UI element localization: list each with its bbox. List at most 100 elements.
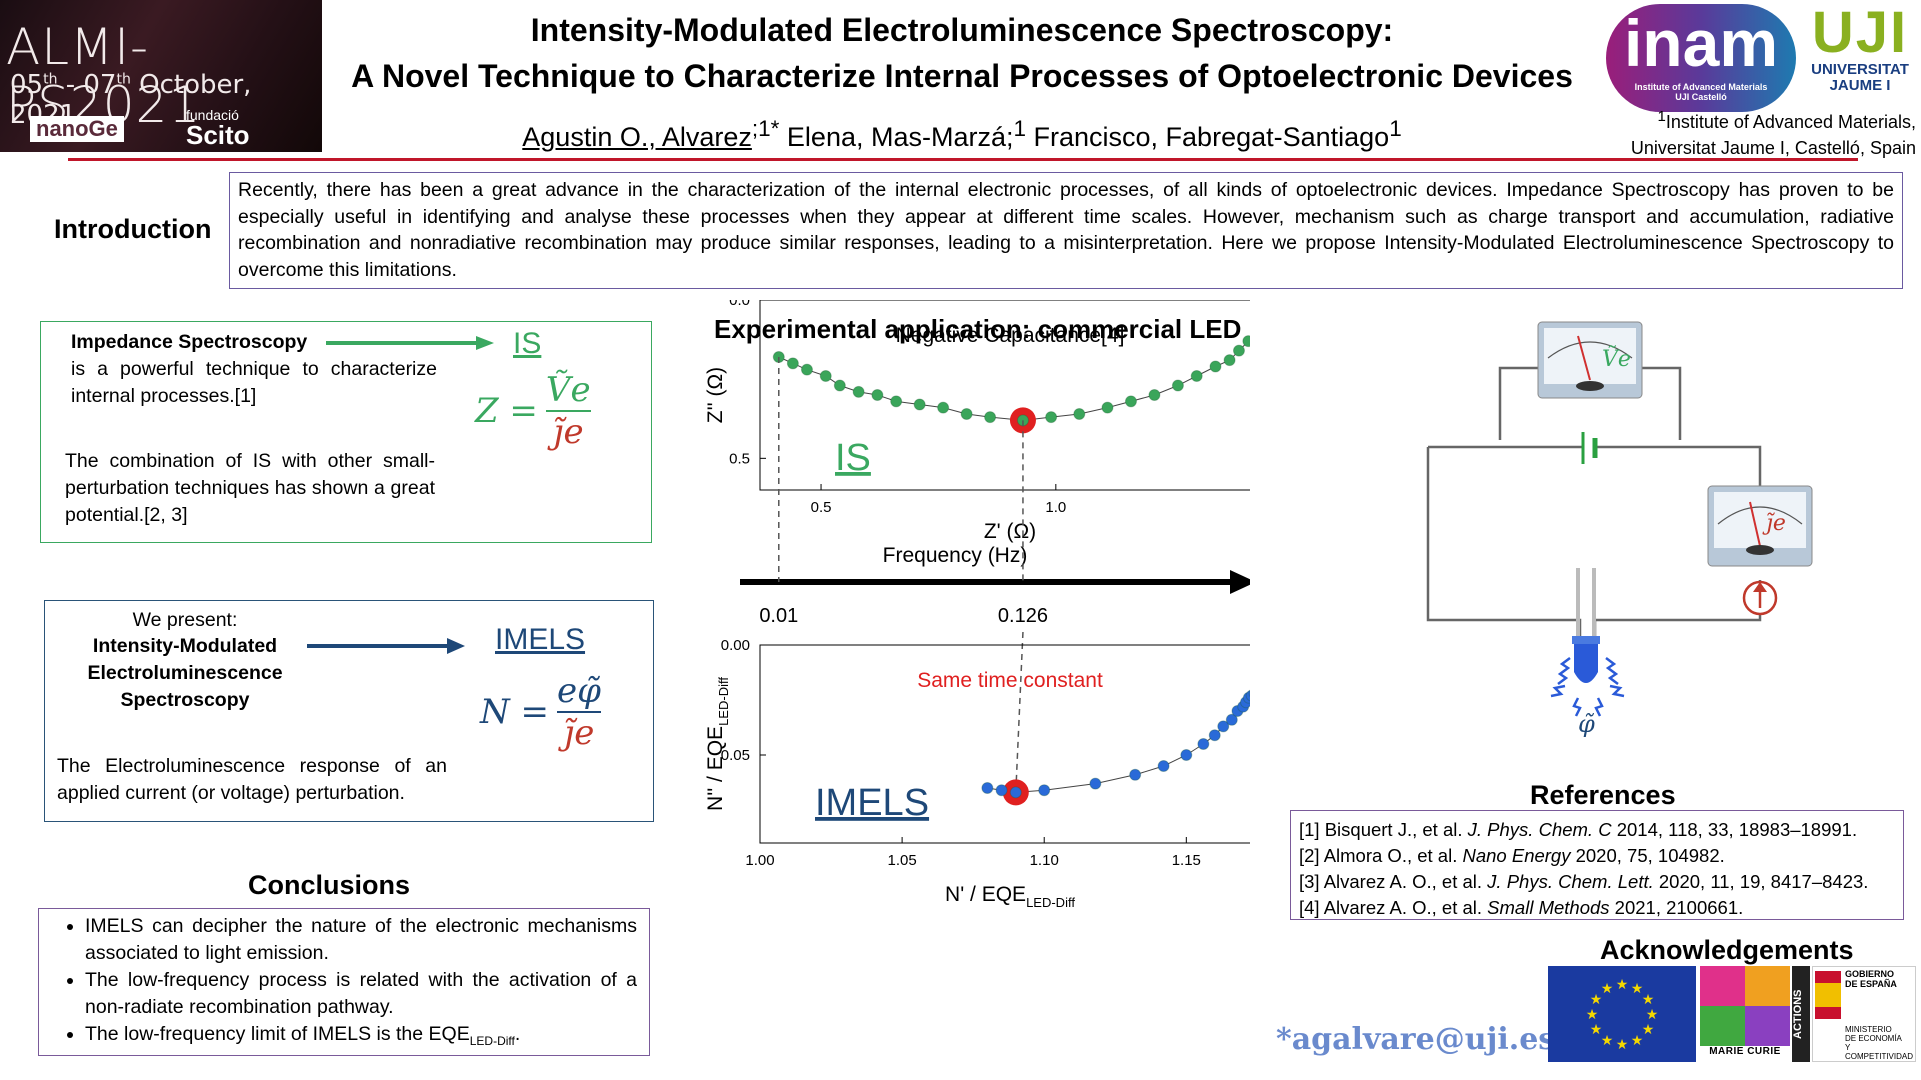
eu-star-icon: ★: [1646, 1006, 1659, 1022]
contact-email[interactable]: *agalvare@uji.es: [1276, 1022, 1556, 1057]
voltmeter-icon: [1537, 321, 1643, 399]
imels-arrow: [307, 638, 465, 654]
inam-logo: inam Institute of Advanced Materials UJI…: [1606, 4, 1796, 112]
is-box: Impedance Spectroscopy is a powerful tec…: [40, 321, 652, 543]
chart-big-label: IS: [835, 437, 871, 479]
introduction-box: Recently, there has been a great advance…: [229, 172, 1903, 289]
imels-heading-2: Electroluminescence: [87, 662, 283, 684]
charts-area: 0.51.01.50.00.5Z' (Ω)Z'' (Ω)Negative Cap…: [704, 300, 1250, 910]
is-description: is a powerful technique to characterize …: [71, 358, 437, 407]
data-point: [1242, 335, 1250, 348]
eu-star-icon: ★: [1586, 1006, 1599, 1022]
data-point: [890, 395, 903, 408]
eu-star-icon: ★: [1631, 1032, 1644, 1048]
data-point: [1209, 360, 1222, 373]
x-tick-label: 1.0: [1045, 499, 1066, 516]
light-emission-icon: [1550, 657, 1625, 717]
led-icon: [1572, 568, 1600, 683]
is-combination-text: The combination of IS with other small-p…: [65, 450, 435, 526]
spanish-ministry-logo: GOBIERNO DE ESPAÑA MINISTERIO DE ECONOMÍA Y…: [1812, 966, 1916, 1062]
x-tick-label: 1.00: [745, 852, 774, 869]
eu-star-icon: ★: [1631, 980, 1644, 996]
data-point: [913, 398, 926, 411]
actions-label: ACTIONS: [1792, 966, 1810, 1062]
data-point: [1073, 408, 1086, 420]
data-point: [984, 411, 997, 424]
data-point: [1045, 411, 1058, 424]
x-tick-label: 1.15: [1172, 852, 1201, 869]
introduction-heading: Introduction: [54, 214, 212, 244]
y-tick-label: 0.05: [721, 747, 750, 764]
data-point: [800, 363, 813, 376]
poster-title-line1: Intensity-Modulated Electroluminescence …: [530, 12, 1394, 48]
data-point: [1157, 760, 1170, 772]
data-point: [1038, 784, 1051, 797]
references-heading: References: [1530, 780, 1676, 810]
ammeter-icon: [1707, 485, 1813, 567]
y-tick-label: 0.00: [721, 637, 750, 654]
poster-title-line2: A Novel Technique to Characterize Intern…: [351, 58, 1573, 94]
conclusion-item: The low-frequency process is related wit…: [85, 967, 637, 1021]
affiliation: 1Institute of Advanced Materials, Univers…: [1630, 108, 1916, 158]
data-point: [1190, 370, 1203, 382]
x-tick-label: 1.05: [888, 852, 917, 869]
eu-star-icon: ★: [1616, 1036, 1629, 1052]
eu-flag-logo: ★★★★★★★★★ ★ ★★: [1548, 966, 1696, 1062]
data-point: [1129, 768, 1142, 781]
scito-logo: fundació Scito: [186, 107, 250, 150]
data-point: [1225, 713, 1238, 726]
frequency-tick-label: 0.01: [759, 605, 798, 627]
eu-star-icon: ★: [1642, 1021, 1655, 1037]
data-point: [1248, 689, 1250, 698]
eu-star-icon: ★: [1601, 980, 1614, 996]
imels-heading-3: Spectroscopy: [120, 689, 250, 711]
authors: Agustin O., Alvarez;1* Elena, Mas-Marzá;…: [522, 116, 1402, 152]
nanoge-logo: nanoGe: [30, 116, 124, 142]
imels-description: The Electroluminescence response of an a…: [57, 755, 447, 804]
is-abbrev: IS: [513, 327, 542, 360]
imels-intro: We present:: [132, 609, 238, 631]
introduction-text: Recently, there has been a great advance…: [238, 179, 1894, 281]
reference-item: [4] Alvarez A. O., et al. Small Methods …: [1299, 897, 1744, 918]
frequency-label: Frequency (Hz): [883, 544, 1028, 567]
eu-star-icon: ★: [1642, 991, 1655, 1007]
eu-star-icon: ★: [1590, 1021, 1603, 1037]
data-point: [819, 370, 832, 382]
data-point: [852, 385, 865, 398]
is-chart: 0.51.01.50.00.5Z' (Ω)Z'' (Ω)Negative Cap…: [704, 300, 1250, 543]
data-point: [1148, 389, 1161, 401]
experiment-heading: Experimental application: commercial LED: [714, 314, 1242, 344]
dashed-guide: [1015, 631, 1024, 793]
y-tick-label: 0.5: [729, 450, 750, 467]
ammeter-label: j̃e: [1762, 511, 1786, 536]
circuit-wire: [1426, 447, 1582, 658]
data-point: [1208, 729, 1221, 742]
conclusion-item: IMELS can decipher the nature of the ele…: [85, 913, 637, 967]
chart-frame: [759, 300, 1250, 491]
circuit-wire: [1597, 445, 1762, 486]
marie-curie-logo: MARIE CURIE: [1700, 966, 1790, 1062]
voltmeter-label: Ṽe: [1602, 344, 1631, 372]
data-point: [1223, 354, 1236, 367]
chart-big-label: IMELS: [815, 782, 929, 824]
data-point: [1180, 749, 1193, 761]
y-axis-label: N'' / EQELED-Diff: [704, 677, 731, 811]
circuit-wire: [1642, 366, 1682, 440]
chart-title: Same time constant: [917, 669, 1103, 692]
imels-equation: N = eφ̃ j̃e: [480, 671, 601, 753]
imels-chart: 1.00 1.05 1.10 1.15 0.00 0.05 N' / EQELED-Diff…: [704, 637, 1250, 910]
conclusions-heading: Conclusions: [248, 870, 411, 900]
eu-star-icon: ★: [1590, 991, 1603, 1007]
data-point: [1009, 786, 1022, 799]
data-point: [995, 784, 1008, 797]
frequency-axis-arrowhead: [1230, 570, 1250, 594]
imels-box: We present: Intensity-Modulated Electrol…: [44, 600, 654, 822]
circuit-wire: [1498, 366, 1538, 440]
eu-star-icon: ★: [1601, 1032, 1614, 1048]
conclusion-item: The low-frequency limit of IMELS is the …: [85, 1021, 637, 1055]
frequency-axis: Frequency (Hz)0.010.1264: [740, 357, 1250, 793]
data-point: [937, 401, 950, 414]
x-axis-label: Z' (Ω): [984, 520, 1036, 543]
data-point: [833, 379, 846, 392]
x-tick-label: 1.10: [1030, 852, 1059, 869]
